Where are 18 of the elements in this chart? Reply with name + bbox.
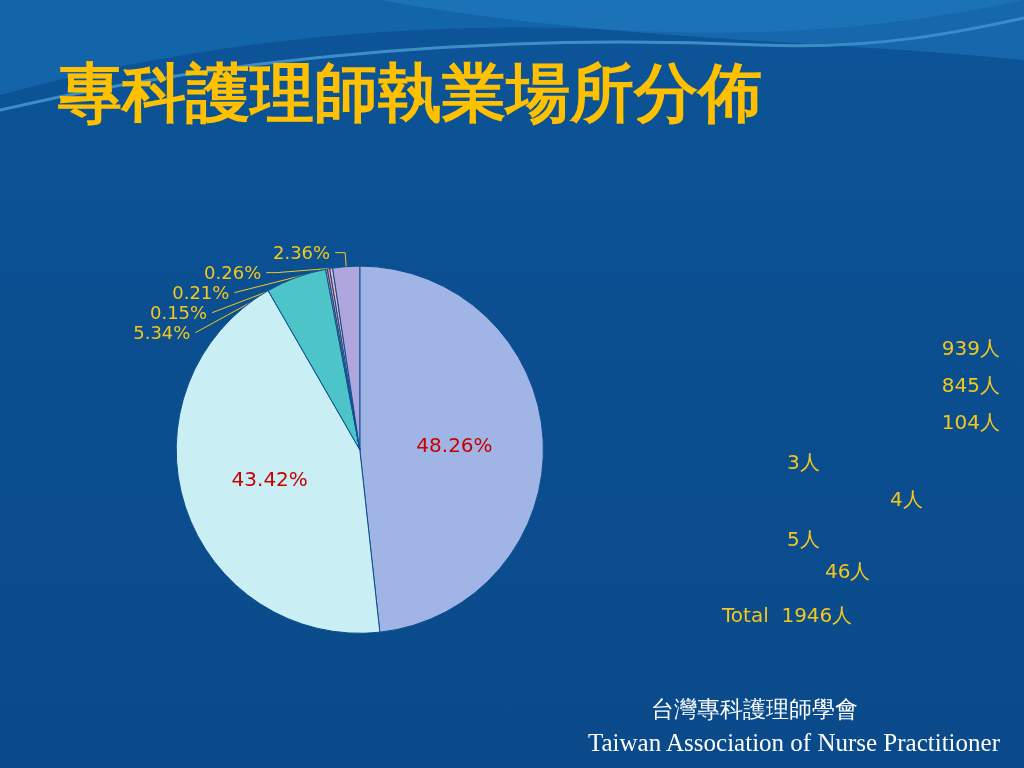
data-label: 0.15%: [149, 302, 208, 324]
text: 5人: [787, 527, 820, 551]
text: 46人: [825, 559, 871, 583]
text: 3人: [787, 450, 820, 474]
data-label: 43.42%: [231, 467, 308, 492]
data-label: 0.26%: [204, 262, 262, 284]
text: 4人: [890, 487, 923, 511]
text: 939人: [941, 336, 1000, 360]
text: Taiwan Association of Nurse Practitioner: [587, 728, 1000, 758]
text: 104人: [941, 410, 1000, 434]
data-label: 0.21%: [172, 282, 230, 304]
data-label: 5.34%: [133, 322, 191, 344]
data-label: 2.36%: [272, 242, 331, 264]
text: 台灣專科護理師學會: [650, 696, 858, 724]
data-label: 48.26%: [416, 432, 493, 457]
text: Total 1946人: [722, 603, 853, 627]
text: 845人: [941, 373, 1000, 397]
chart-title: 專科護理師執業場所分佈: [58, 56, 762, 130]
